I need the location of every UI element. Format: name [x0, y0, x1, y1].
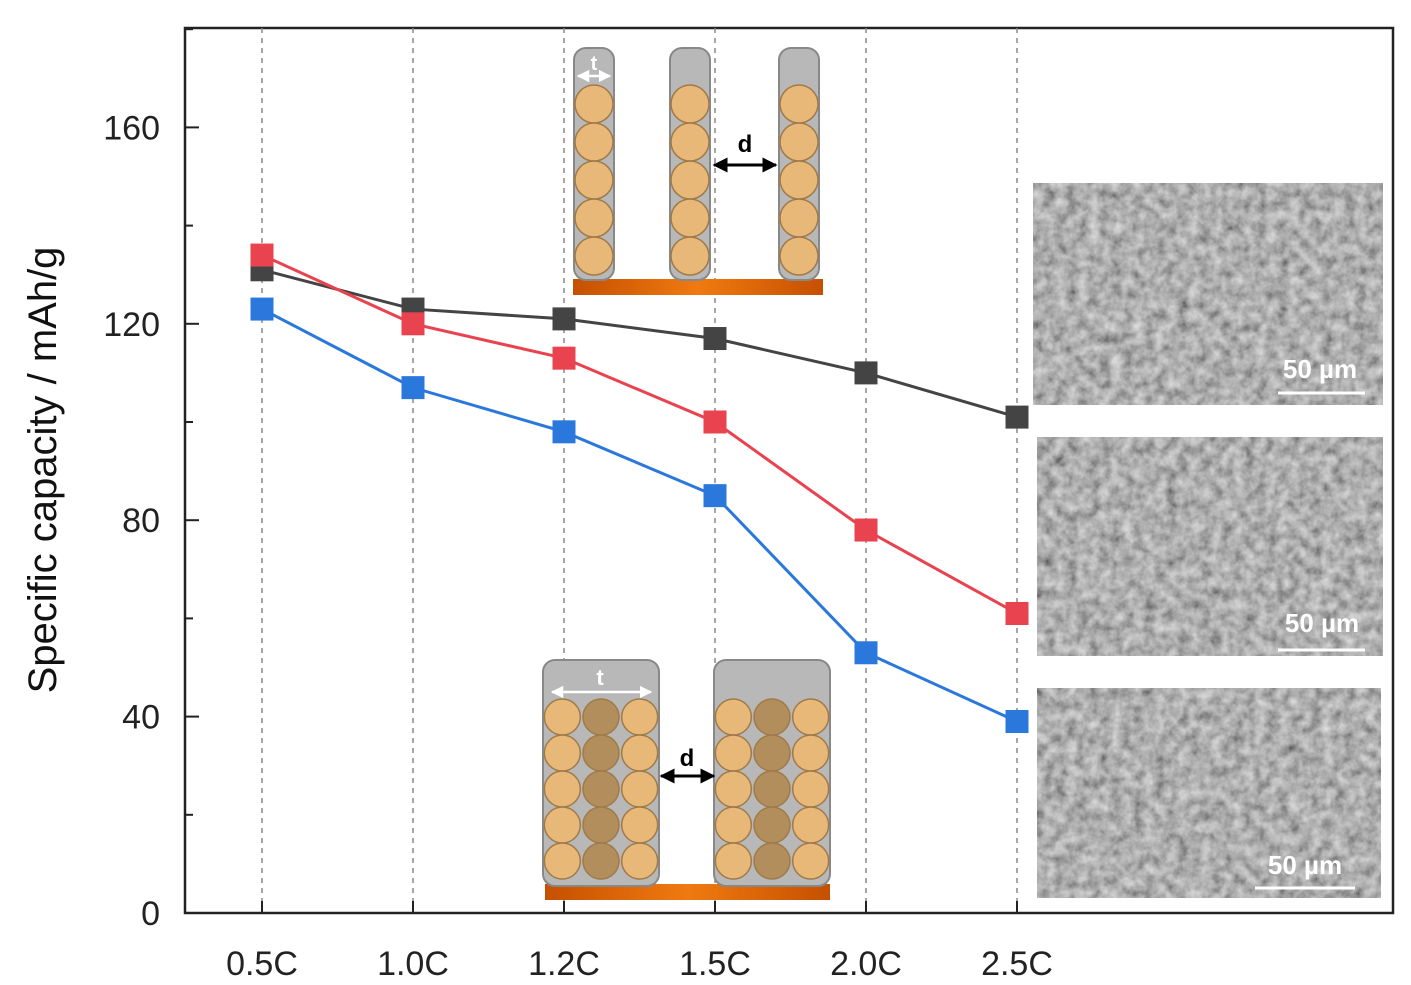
- particle: [753, 734, 791, 772]
- particle: [543, 770, 582, 808]
- particle: [714, 734, 753, 772]
- particle: [791, 770, 830, 808]
- y-axis: 0 40 80 120 160: [103, 28, 199, 933]
- data-point: [854, 641, 878, 665]
- series-2: [250, 243, 1029, 625]
- data-point: [703, 410, 727, 434]
- x-tick-label: 1.5C: [679, 945, 751, 983]
- particle: [670, 198, 710, 238]
- particle: [779, 198, 819, 238]
- particle: [714, 842, 753, 880]
- sem-scale-label-3: 50 µm: [1268, 850, 1342, 880]
- data-point: [1005, 710, 1029, 734]
- particle: [574, 236, 614, 276]
- particle: [543, 734, 582, 772]
- y-tick-label: 80: [122, 502, 160, 540]
- x-tick-label: 1.0C: [377, 945, 449, 983]
- data-point: [854, 361, 878, 385]
- particle: [714, 806, 753, 844]
- particle: [620, 842, 659, 880]
- sem-image-3: 50 µm: [1037, 688, 1381, 898]
- thick-pillar-diagram: t d: [542, 659, 831, 900]
- data-point: [552, 420, 576, 444]
- particle: [791, 842, 830, 880]
- particle: [620, 806, 659, 844]
- series-line: [261, 253, 1018, 615]
- particle: [791, 734, 830, 772]
- particle: [543, 806, 582, 844]
- sem-scale-label-1: 50 µm: [1283, 354, 1357, 384]
- particle: [582, 842, 620, 880]
- data-point: [703, 327, 727, 351]
- particle: [543, 842, 582, 880]
- particle: [670, 122, 710, 162]
- data-point: [401, 312, 425, 336]
- y-tick-label: 120: [103, 306, 160, 344]
- data-point: [1005, 601, 1029, 625]
- top-spacing-label: d: [738, 131, 753, 158]
- top-thickness-label: t: [591, 53, 598, 75]
- particle: [779, 236, 819, 276]
- particle: [582, 770, 620, 808]
- data-point: [552, 307, 576, 331]
- particle: [574, 198, 614, 238]
- particle: [574, 122, 614, 162]
- particle: [582, 734, 620, 772]
- particle: [779, 84, 819, 124]
- bottom-spacing-label: d: [680, 745, 695, 772]
- sem-scale-label-2: 50 µm: [1285, 608, 1359, 638]
- particle: [753, 842, 791, 880]
- particle: [753, 698, 791, 736]
- data-point: [703, 484, 727, 508]
- particle: [779, 160, 819, 200]
- data-point: [250, 297, 274, 321]
- series-line: [261, 268, 1018, 419]
- particle: [714, 698, 753, 736]
- particle: [574, 160, 614, 200]
- plot-frame: [183, 26, 1395, 915]
- particle: [582, 806, 620, 844]
- series-3: [250, 297, 1029, 734]
- particle: [753, 770, 791, 808]
- sem-image-1: 50 µm: [1033, 183, 1383, 405]
- particle: [543, 698, 582, 736]
- particle: [791, 806, 830, 844]
- y-tick-label: 0: [141, 895, 160, 933]
- data-point: [552, 346, 576, 370]
- y-tick-label: 40: [122, 699, 160, 737]
- x-tick-label: 2.5C: [981, 945, 1053, 983]
- particle: [714, 770, 753, 808]
- bottom-thickness-label: t: [596, 665, 604, 690]
- particle: [791, 698, 830, 736]
- particle: [574, 84, 614, 124]
- x-tick-label: 2.0C: [830, 945, 902, 983]
- particle: [620, 770, 659, 808]
- y-tick-label: 160: [103, 109, 160, 147]
- particle: [670, 84, 710, 124]
- data-series: [250, 243, 1029, 734]
- x-tick-label: 1.2C: [528, 945, 600, 983]
- sem-image-2: 50 µm: [1037, 437, 1383, 656]
- data-point: [854, 518, 878, 542]
- particle: [670, 236, 710, 276]
- particle: [620, 734, 659, 772]
- particle: [582, 698, 620, 736]
- data-point: [1005, 405, 1029, 429]
- particle: [670, 160, 710, 200]
- x-axis: 0.5C 1.0C 1.2C 1.5C 2.0C 2.5C: [226, 901, 1053, 983]
- series-line: [261, 307, 1018, 723]
- y-axis-label: Specific capacity / mAh/g: [21, 247, 65, 694]
- grid-lines: [261, 28, 1018, 913]
- particle: [620, 698, 659, 736]
- data-point: [250, 243, 274, 267]
- x-tick-label: 0.5C: [226, 945, 298, 983]
- thin-pillar-diagram: t d: [573, 47, 823, 295]
- particle: [779, 122, 819, 162]
- particle: [753, 806, 791, 844]
- data-point: [401, 376, 425, 400]
